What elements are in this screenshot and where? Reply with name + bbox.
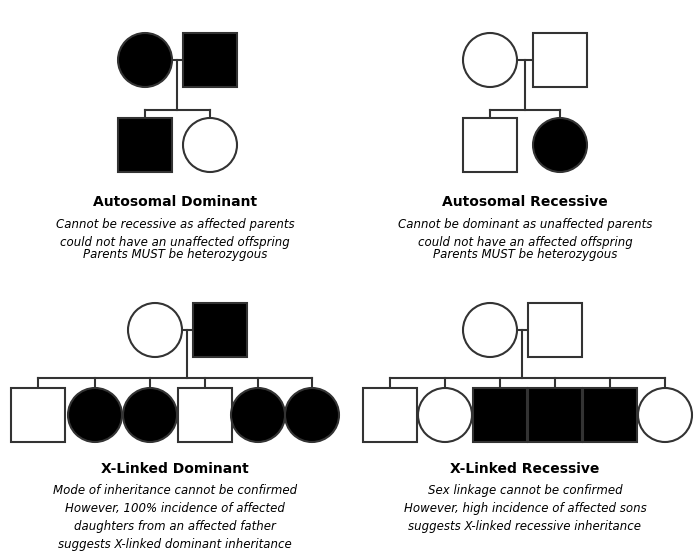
Bar (533, 33, 587, 87)
Bar (178, 388, 232, 442)
Circle shape (128, 303, 182, 357)
Bar (11, 388, 65, 442)
Circle shape (418, 388, 472, 442)
Circle shape (118, 33, 172, 87)
Circle shape (68, 388, 122, 442)
Bar (193, 303, 247, 357)
Text: X-Linked Recessive: X-Linked Recessive (450, 462, 600, 476)
Bar (363, 388, 417, 442)
Text: However, 100% incidence of affected
daughters from an affected father
suggests X: However, 100% incidence of affected daug… (58, 502, 292, 551)
Bar (118, 118, 172, 172)
Text: Autosomal Recessive: Autosomal Recessive (442, 195, 608, 209)
Bar (473, 388, 527, 442)
Text: Mode of inheritance cannot be confirmed: Mode of inheritance cannot be confirmed (53, 484, 297, 497)
Text: Sex linkage cannot be confirmed: Sex linkage cannot be confirmed (428, 484, 622, 497)
Text: However, high incidence of affected sons
suggests X-linked recessive inheritance: However, high incidence of affected sons… (404, 502, 646, 533)
Circle shape (463, 33, 517, 87)
Circle shape (638, 388, 692, 442)
Bar (528, 303, 582, 357)
Circle shape (285, 388, 339, 442)
Circle shape (463, 303, 517, 357)
Bar (183, 33, 237, 87)
Text: X-Linked Dominant: X-Linked Dominant (101, 462, 249, 476)
Text: Cannot be recessive as affected parents
could not have an unaffected offspring: Cannot be recessive as affected parents … (56, 218, 294, 249)
Text: Parents MUST be heterozygous: Parents MUST be heterozygous (433, 248, 617, 261)
Bar (528, 388, 582, 442)
Circle shape (183, 118, 237, 172)
Text: Parents MUST be heterozygous: Parents MUST be heterozygous (83, 248, 267, 261)
Bar (583, 388, 637, 442)
Text: Autosomal Dominant: Autosomal Dominant (93, 195, 257, 209)
Text: Cannot be dominant as unaffected parents
could not have an affected offspring: Cannot be dominant as unaffected parents… (398, 218, 652, 249)
Circle shape (123, 388, 177, 442)
Bar (463, 118, 517, 172)
Circle shape (533, 118, 587, 172)
Circle shape (231, 388, 285, 442)
